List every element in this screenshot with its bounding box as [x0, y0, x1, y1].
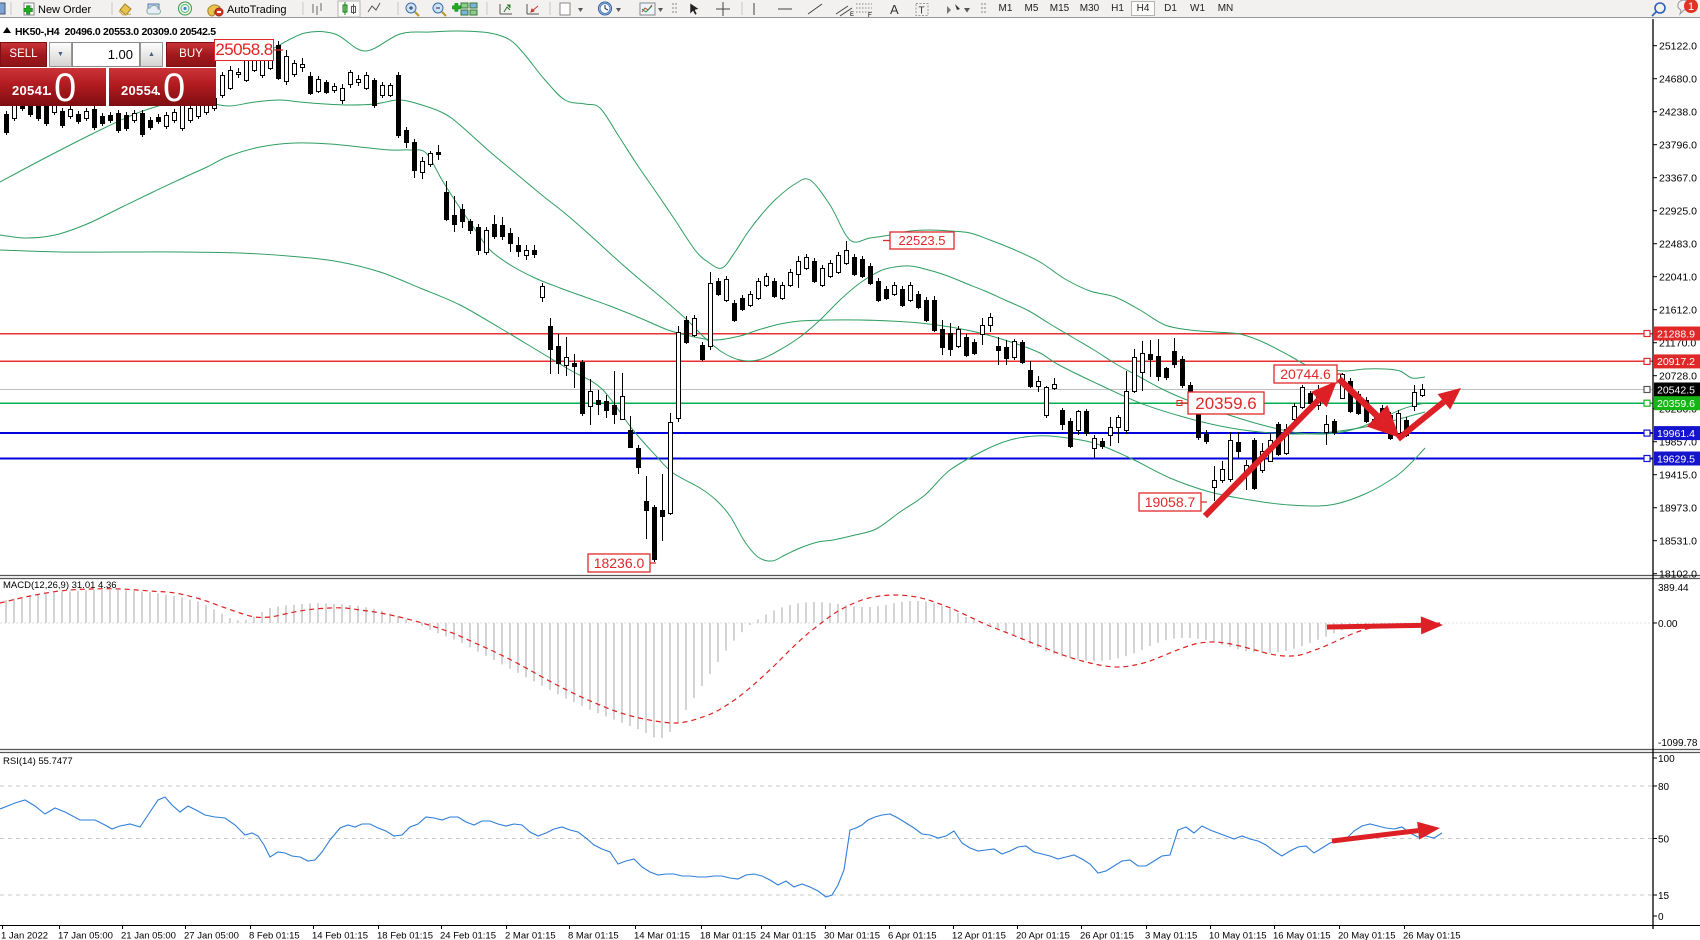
svg-text:30 Mar 01:15: 30 Mar 01:15 — [824, 931, 880, 940]
svg-text:New Order: New Order — [38, 4, 92, 16]
svg-text:21288.9: 21288.9 — [1657, 328, 1695, 340]
svg-text:8 Feb 01:15: 8 Feb 01:15 — [249, 931, 300, 940]
svg-text:22925.0: 22925.0 — [1659, 206, 1697, 218]
svg-text:15: 15 — [1658, 891, 1670, 902]
svg-text:E: E — [850, 12, 854, 18]
svg-text:0: 0 — [1658, 912, 1664, 923]
svg-text:14 Feb 01:15: 14 Feb 01:15 — [312, 931, 368, 940]
svg-text:389.44: 389.44 — [1658, 583, 1689, 594]
svg-text:20728.0: 20728.0 — [1659, 371, 1697, 383]
svg-text:24 Mar 01:15: 24 Mar 01:15 — [760, 931, 816, 940]
svg-text:T: T — [919, 6, 925, 17]
svg-text:24238.0: 24238.0 — [1659, 107, 1697, 119]
svg-text:AutoTrading: AutoTrading — [227, 4, 287, 16]
svg-text:19961.4: 19961.4 — [1657, 428, 1695, 440]
svg-text:18 Mar 01:15: 18 Mar 01:15 — [700, 931, 756, 940]
svg-text:10 May 01:15: 10 May 01:15 — [1209, 931, 1267, 940]
svg-text:22523.5: 22523.5 — [899, 233, 946, 248]
svg-text:20542.5: 20542.5 — [1657, 384, 1695, 396]
svg-text:8 Mar 01:15: 8 Mar 01:15 — [568, 931, 619, 940]
svg-text:27 Jan 05:00: 27 Jan 05:00 — [184, 931, 239, 940]
svg-text:18 Feb 01:15: 18 Feb 01:15 — [377, 931, 433, 940]
svg-text:-1099.78: -1099.78 — [1658, 738, 1698, 749]
svg-text:20359.6: 20359.6 — [1195, 394, 1256, 413]
svg-text:6 Apr 01:15: 6 Apr 01:15 — [888, 931, 937, 940]
svg-text:19629.5: 19629.5 — [1657, 453, 1695, 465]
svg-text:12 Apr 01:15: 12 Apr 01:15 — [952, 931, 1006, 940]
svg-text:25122.0: 25122.0 — [1659, 41, 1697, 53]
svg-text:26 May 01:15: 26 May 01:15 — [1403, 931, 1461, 940]
svg-text:19058.7: 19058.7 — [1145, 494, 1196, 510]
svg-text:23367.0: 23367.0 — [1659, 173, 1697, 185]
svg-text:22041.0: 22041.0 — [1659, 272, 1697, 284]
svg-text:50: 50 — [1658, 835, 1670, 846]
svg-text:21 Jan 05:00: 21 Jan 05:00 — [121, 931, 176, 940]
svg-text:21612.0: 21612.0 — [1659, 305, 1697, 317]
svg-text:18102.0: 18102.0 — [1659, 569, 1697, 581]
svg-text:80: 80 — [1658, 782, 1670, 793]
svg-text:20359.6: 20359.6 — [1657, 398, 1695, 410]
svg-text:16 May 01:15: 16 May 01:15 — [1273, 931, 1331, 940]
svg-text:24680.0: 24680.0 — [1659, 74, 1697, 86]
svg-text:23796.0: 23796.0 — [1659, 140, 1697, 152]
svg-text:MACD(12,26,9) 31.01 4.36: MACD(12,26,9) 31.01 4.36 — [3, 580, 117, 591]
svg-text:0.00: 0.00 — [1658, 619, 1678, 630]
svg-text:A: A — [890, 2, 899, 17]
svg-text:F: F — [868, 13, 872, 18]
svg-text:100: 100 — [1658, 754, 1675, 765]
svg-text:20917.2: 20917.2 — [1657, 356, 1695, 368]
svg-text:RSI(14) 55.7477: RSI(14) 55.7477 — [3, 756, 73, 767]
svg-text:19415.0: 19415.0 — [1659, 470, 1697, 482]
svg-text:HK50-,H4 20496.0 20553.0 2030: HK50-,H4 20496.0 20553.0 20309.0 20542.5 — [15, 26, 216, 38]
svg-text:1: 1 — [1688, 1, 1694, 13]
svg-text:22483.0: 22483.0 — [1659, 239, 1697, 251]
svg-text:2 Mar 01:15: 2 Mar 01:15 — [505, 931, 556, 940]
svg-text:26 Apr 01:15: 26 Apr 01:15 — [1080, 931, 1134, 940]
svg-text:3 May 01:15: 3 May 01:15 — [1145, 931, 1197, 940]
svg-text:18973.0: 18973.0 — [1659, 503, 1697, 515]
svg-text:18236.0: 18236.0 — [594, 555, 645, 571]
svg-text:20 Apr 01:15: 20 Apr 01:15 — [1016, 931, 1070, 940]
svg-text:17 Jan 05:00: 17 Jan 05:00 — [58, 931, 113, 940]
svg-text:24 Feb 01:15: 24 Feb 01:15 — [440, 931, 496, 940]
svg-text:1 Jan 2022: 1 Jan 2022 — [1, 931, 48, 940]
svg-text:20744.6: 20744.6 — [1280, 366, 1331, 382]
svg-text:14 Mar 01:15: 14 Mar 01:15 — [634, 931, 690, 940]
svg-text:18531.0: 18531.0 — [1659, 536, 1697, 548]
svg-text:20 May 01:15: 20 May 01:15 — [1338, 931, 1396, 940]
